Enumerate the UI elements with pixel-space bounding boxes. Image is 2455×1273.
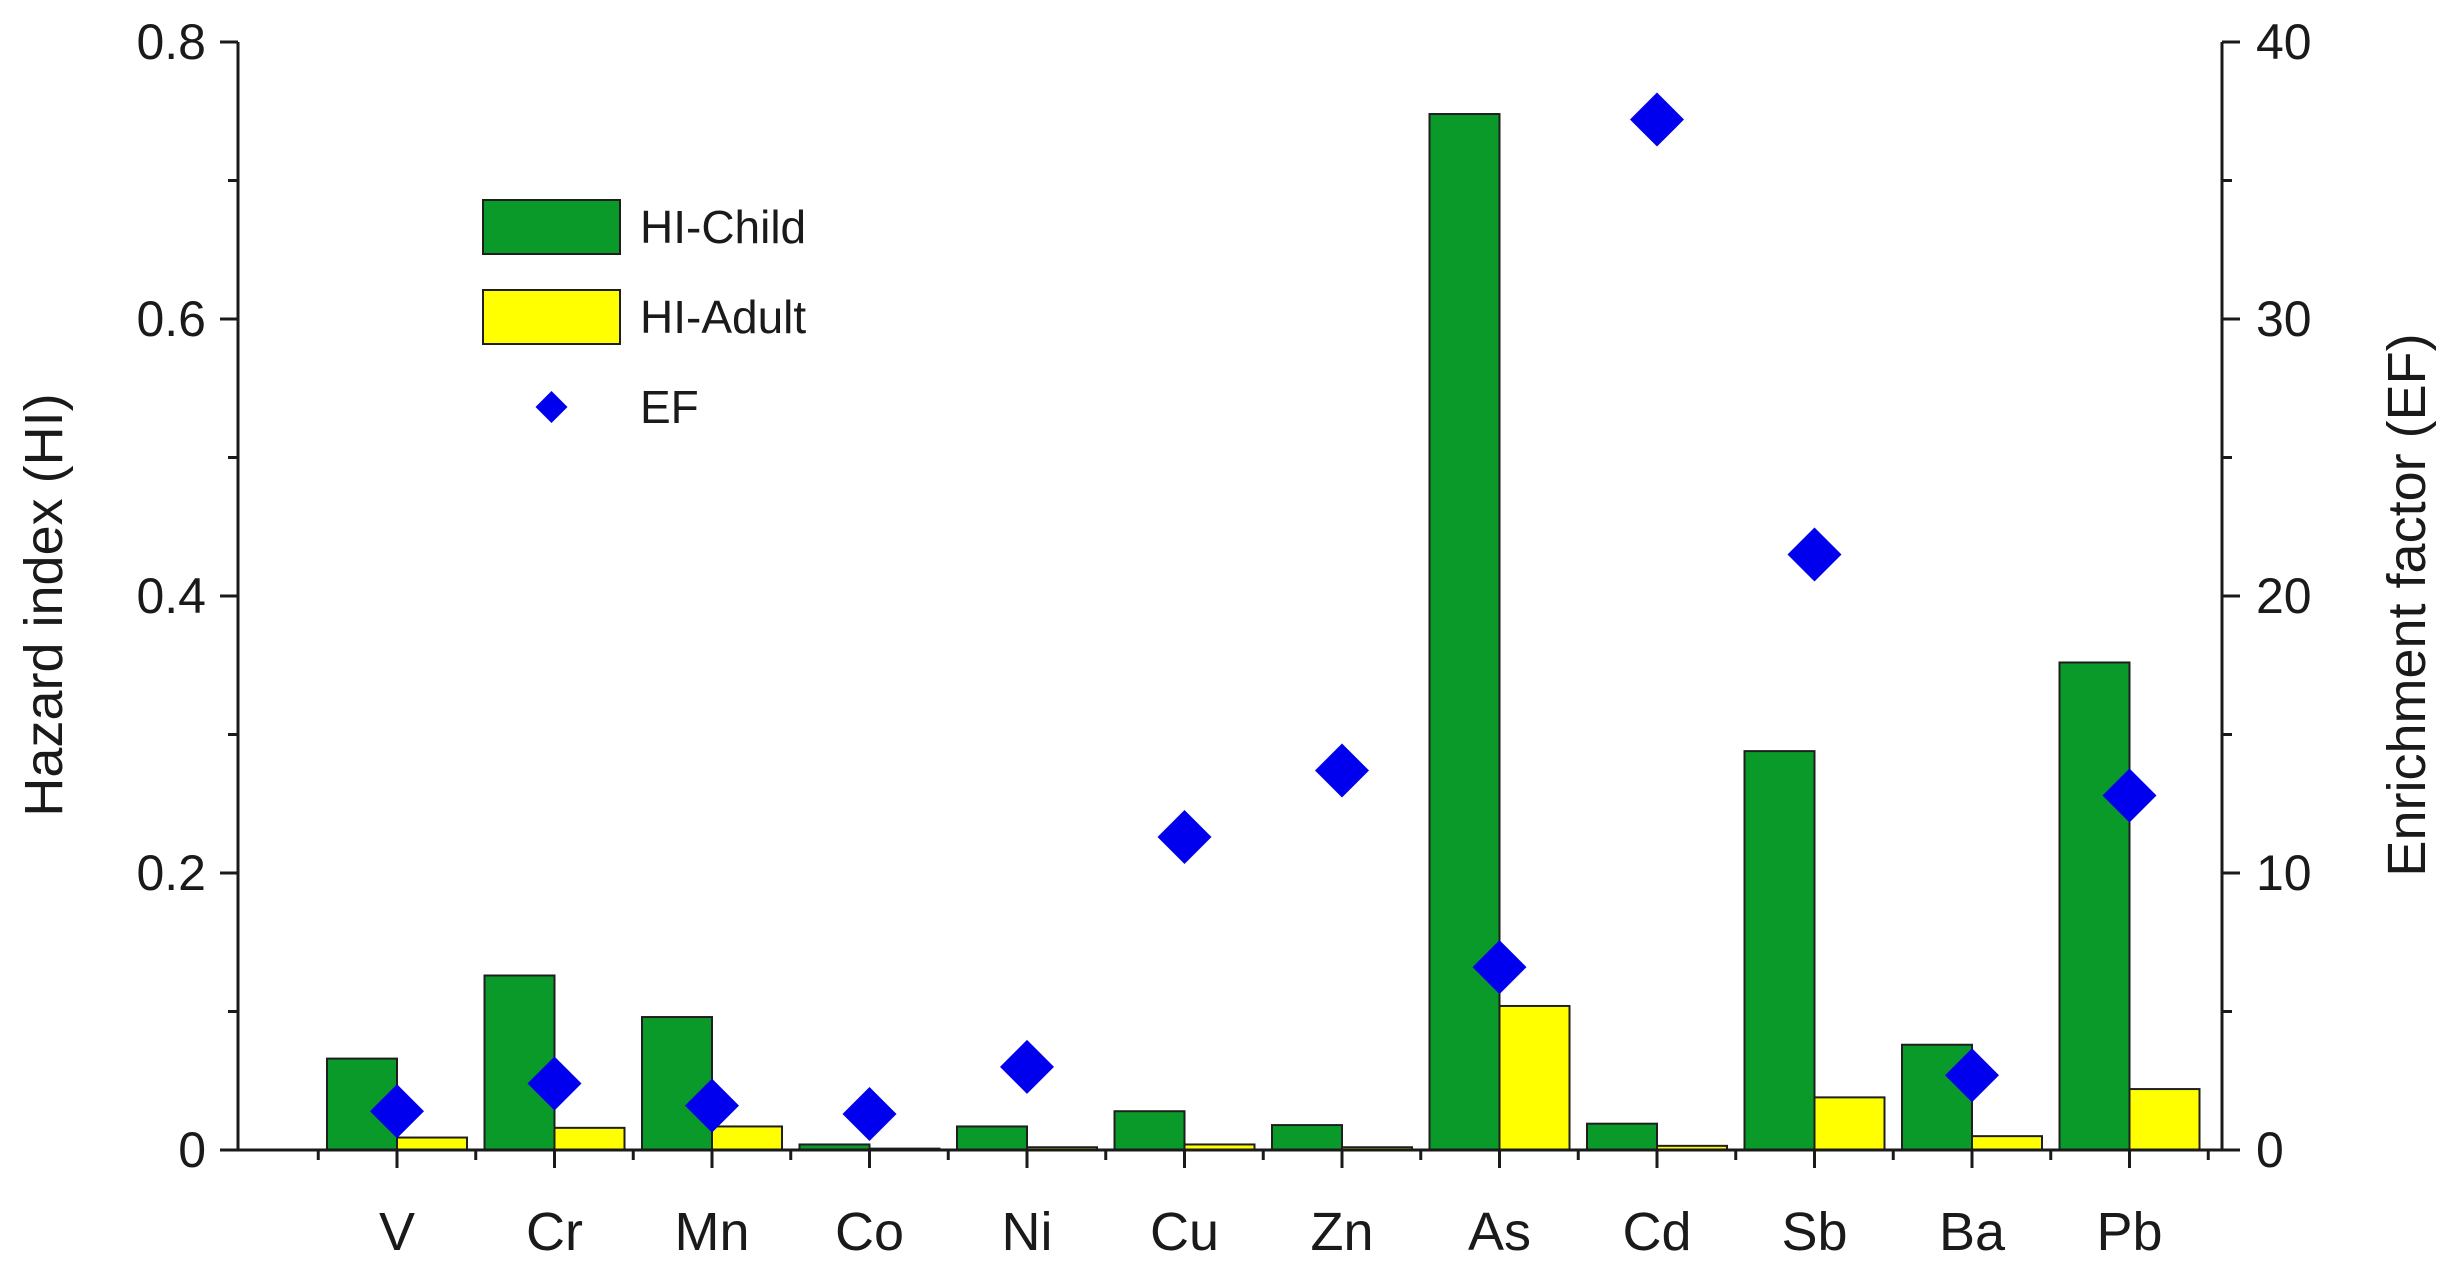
y-tick-label: 0.2 xyxy=(136,845,206,901)
y2-tick-label: 30 xyxy=(2256,291,2312,347)
legend-swatch-hi-adult xyxy=(482,289,621,345)
y2-tick-label: 0 xyxy=(2256,1122,2284,1178)
ef-marker-cu xyxy=(1157,809,1212,864)
legend-label-hi-adult: HI-Adult xyxy=(640,291,806,343)
bar-hi-child-cu xyxy=(1113,1110,1186,1151)
bar-hi-child-pb xyxy=(2058,661,2131,1151)
legend-swatch-ef xyxy=(535,391,568,423)
y-tick-label: 0.6 xyxy=(136,291,206,347)
bar-hi-child-zn xyxy=(1271,1124,1343,1151)
ef-marker-cd xyxy=(1630,92,1684,147)
ef-marker-ni xyxy=(1000,1039,1054,1094)
bar-hi-child-ni xyxy=(956,1125,1028,1151)
x-tick-label-co: Co xyxy=(835,1202,904,1262)
legend: HI-Child HI-Adult EF xyxy=(482,199,806,433)
bar-hi-child-cd xyxy=(1586,1122,1658,1152)
axes: 0 0.2 0.4 0.6 0.8 0 10 20 30 40 V Cr Mn Co Ni Cu Zn As Cd S… xyxy=(136,14,2311,1262)
x-tick-label-v: V xyxy=(379,1202,415,1262)
y2-axis-title: Enrichment factor (EF) xyxy=(2377,333,2437,876)
bar-hi-child-as xyxy=(1428,113,1501,1151)
bars xyxy=(326,113,2201,1152)
bar-hi-adult-cr xyxy=(553,1126,626,1151)
x-tick-label-ba: Ba xyxy=(1939,1202,2006,1262)
bar-hi-adult-mn xyxy=(711,1125,783,1151)
x-tick-label-pb: Pb xyxy=(2096,1202,2162,1262)
x-tick-label-cu: Cu xyxy=(1150,1202,1219,1262)
ef-marker-mn xyxy=(685,1078,739,1133)
x-tick-label-as: As xyxy=(1468,1202,1531,1262)
bar-hi-adult-pb xyxy=(2128,1088,2201,1152)
bar-hi-child-cr xyxy=(483,974,556,1151)
ef-marker-co xyxy=(842,1086,897,1141)
ef-marker-ba xyxy=(1945,1048,1999,1103)
bar-hi-child-mn xyxy=(641,1016,713,1151)
x-tick-label-sb: Sb xyxy=(1781,1202,1847,1262)
ef-marker-as xyxy=(1472,940,1527,995)
y-axis-title: Hazard index (HI) xyxy=(14,393,74,816)
bar-hi-adult-as xyxy=(1498,1004,1571,1152)
y-tick-label: 0.4 xyxy=(136,568,206,624)
bar-hi-child-sb xyxy=(1743,750,1816,1151)
legend-label-hi-child: HI-Child xyxy=(640,201,806,253)
ef-marker-sb xyxy=(1787,527,1842,582)
ef-markers xyxy=(370,92,2157,1141)
y2-tick-label: 40 xyxy=(2256,14,2312,70)
legend-label-ef: EF xyxy=(640,381,699,433)
y2-tick-label: 10 xyxy=(2256,845,2312,901)
bar-hi-adult-v xyxy=(396,1136,468,1152)
ef-marker-v xyxy=(370,1084,424,1139)
x-tick-label-cd: Cd xyxy=(1622,1202,1691,1262)
bar-hi-adult-ba xyxy=(1971,1135,2043,1152)
y2-tick-label: 20 xyxy=(2256,568,2312,624)
y-tick-label: 0 xyxy=(178,1122,206,1178)
legend-swatch-hi-child xyxy=(482,199,621,255)
ef-marker-cr xyxy=(527,1056,582,1111)
y-tick-label: 0.8 xyxy=(136,14,206,70)
x-tick-label-zn: Zn xyxy=(1310,1202,1373,1262)
x-tick-label-cr: Cr xyxy=(526,1202,583,1262)
ef-marker-pb xyxy=(2102,768,2157,823)
bar-hi-adult-sb xyxy=(1813,1096,1886,1151)
x-tick-label-mn: Mn xyxy=(674,1202,749,1262)
ef-marker-zn xyxy=(1315,743,1369,798)
x-tick-label-ni: Ni xyxy=(1002,1202,1053,1262)
